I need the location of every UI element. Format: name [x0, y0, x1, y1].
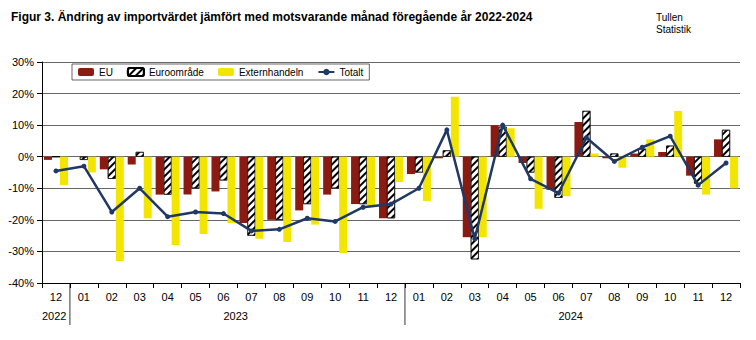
- svg-text:10%: 10%: [12, 119, 34, 131]
- svg-text:08: 08: [273, 291, 285, 303]
- svg-text:12: 12: [385, 291, 397, 303]
- svg-text:06: 06: [217, 291, 229, 303]
- svg-text:2024: 2024: [558, 310, 582, 322]
- svg-text:04: 04: [162, 291, 174, 303]
- svg-text:-10%: -10%: [8, 182, 34, 194]
- svg-text:Euroområde: Euroområde: [149, 67, 204, 78]
- svg-text:-30%: -30%: [8, 245, 34, 257]
- svg-text:10: 10: [664, 291, 676, 303]
- svg-text:07: 07: [580, 291, 592, 303]
- svg-text:11: 11: [357, 291, 368, 303]
- svg-text:04: 04: [497, 291, 509, 303]
- svg-text:02: 02: [441, 291, 453, 303]
- svg-text:Statistik: Statistik: [656, 24, 692, 35]
- svg-text:06: 06: [552, 291, 564, 303]
- svg-text:09: 09: [636, 291, 648, 303]
- svg-text:Externhandeln: Externhandeln: [239, 67, 304, 78]
- svg-text:05: 05: [524, 291, 536, 303]
- svg-text:EU: EU: [99, 67, 113, 78]
- svg-text:12: 12: [50, 291, 62, 303]
- svg-text:02: 02: [106, 291, 118, 303]
- svg-text:0%: 0%: [18, 151, 34, 163]
- svg-text:01: 01: [413, 291, 425, 303]
- svg-text:-20%: -20%: [8, 214, 34, 226]
- svg-text:09: 09: [301, 291, 313, 303]
- svg-text:05: 05: [189, 291, 201, 303]
- svg-text:03: 03: [469, 291, 481, 303]
- svg-text:2023: 2023: [223, 310, 247, 322]
- svg-text:Figur 3. Ändring av importvärd: Figur 3. Ändring av importvärdet jämfört…: [11, 9, 533, 24]
- svg-text:Tullen: Tullen: [656, 12, 683, 23]
- svg-text:30%: 30%: [12, 56, 34, 68]
- svg-text:20%: 20%: [12, 88, 34, 100]
- svg-text:01: 01: [78, 291, 90, 303]
- svg-text:-40%: -40%: [8, 277, 34, 289]
- svg-text:07: 07: [245, 291, 257, 303]
- svg-text:03: 03: [134, 291, 146, 303]
- svg-text:Totalt: Totalt: [339, 67, 363, 78]
- svg-text:11: 11: [692, 291, 703, 303]
- svg-text:10: 10: [329, 291, 341, 303]
- svg-text:08: 08: [608, 291, 620, 303]
- svg-text:2022: 2022: [42, 310, 66, 322]
- svg-text:12: 12: [720, 291, 732, 303]
